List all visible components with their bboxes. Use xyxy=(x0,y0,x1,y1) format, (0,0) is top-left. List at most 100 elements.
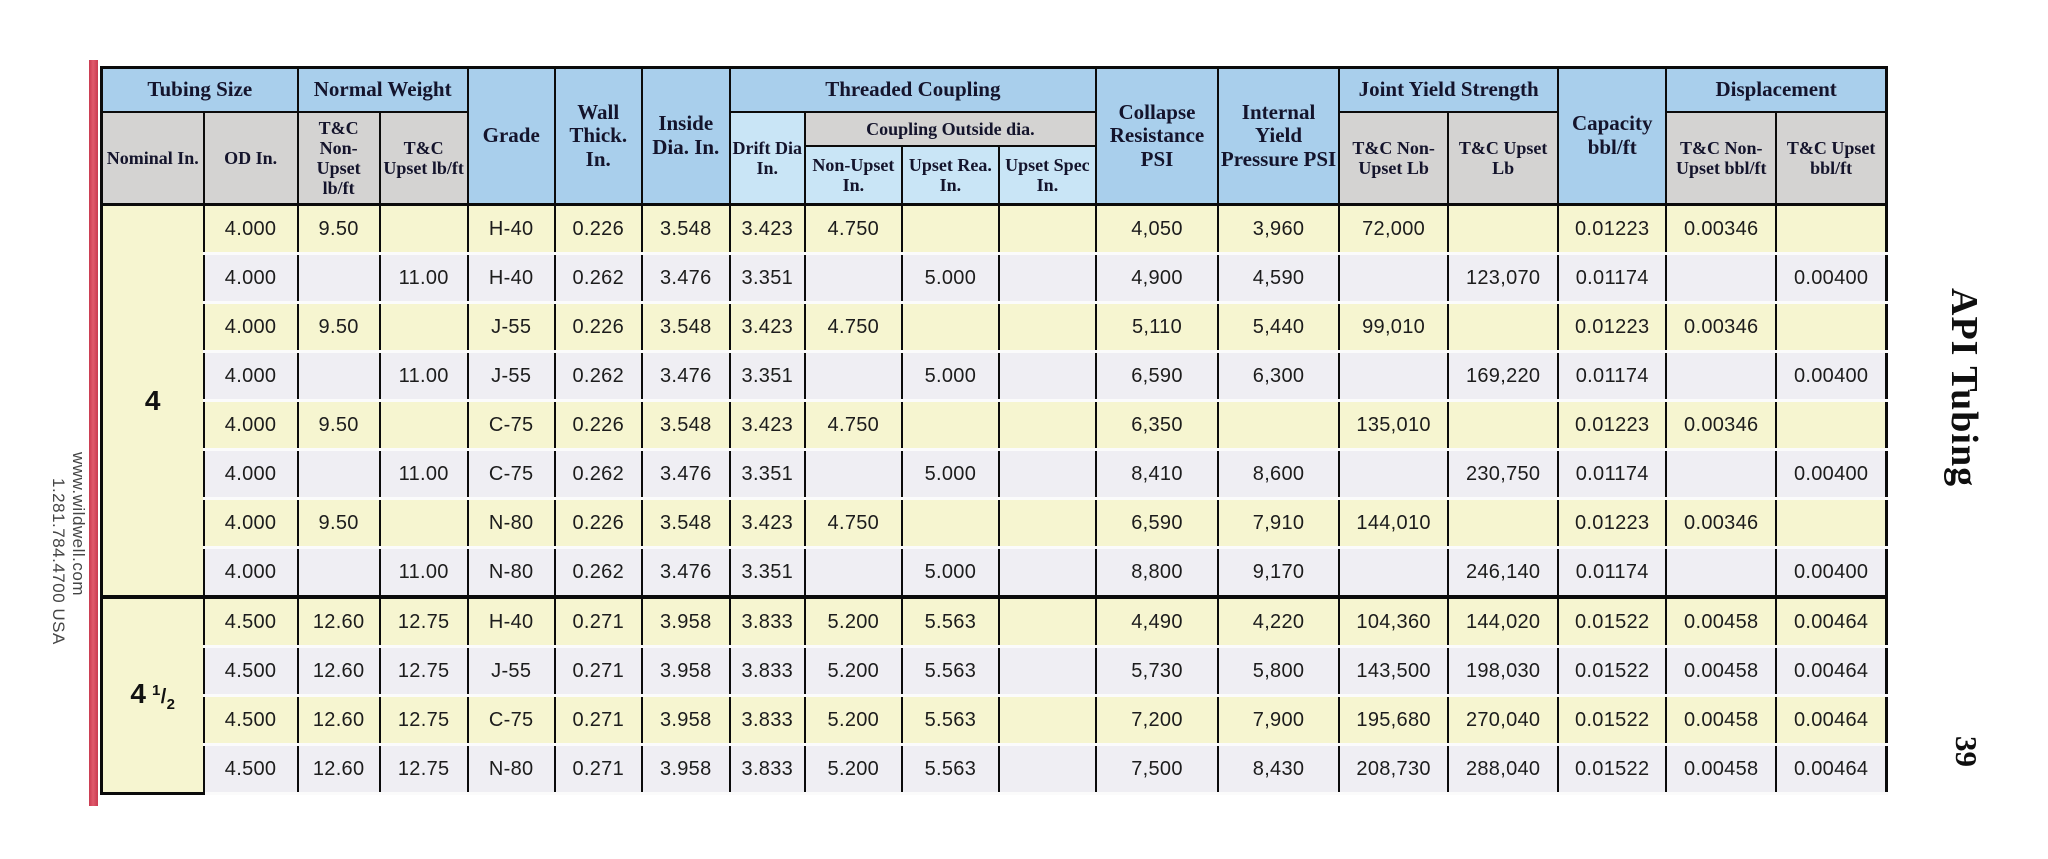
data-cell: 4.750 xyxy=(803,301,903,353)
header-disp-upset: T&C Upset bbl/ft xyxy=(1775,111,1888,206)
margin-contact-info: www.wildwell.com 1.281.784.4700 USA xyxy=(48,452,88,832)
data-cell: 6,590 xyxy=(1094,350,1220,402)
table-row: 4.500 12.60 12.75 N-80 0.271 3.958 3.833 5.200 5… xyxy=(102,743,1888,795)
data-cell xyxy=(1338,448,1450,500)
data-cell: 0.226 xyxy=(553,399,643,451)
data-cell: 12.60 xyxy=(296,595,381,648)
data-cell: 4.000 xyxy=(202,497,299,549)
data-cell: 11.00 xyxy=(378,546,469,599)
data-cell: 5.000 xyxy=(900,350,1000,402)
data-cell: 12.75 xyxy=(378,743,469,795)
table-row: 4.500 12.60 12.75 C-75 0.271 3.958 3.833 5.200 5… xyxy=(102,694,1888,746)
data-cell xyxy=(296,546,381,599)
data-cell: 9.50 xyxy=(296,497,381,549)
data-cell: 0.00400 xyxy=(1775,448,1888,500)
data-cell: 8,600 xyxy=(1217,448,1341,500)
data-cell: 12.75 xyxy=(378,645,469,697)
data-cell xyxy=(296,350,381,402)
data-cell: 0.226 xyxy=(553,301,643,353)
data-cell: 0.00458 xyxy=(1665,743,1778,795)
data-cell: 3.958 xyxy=(640,743,731,795)
data-cell: 0.01223 xyxy=(1557,301,1668,353)
data-cell: 4.000 xyxy=(202,252,299,304)
data-cell: 3.548 xyxy=(640,301,731,353)
data-cell: 4,900 xyxy=(1094,252,1220,304)
data-cell: 72,000 xyxy=(1338,203,1450,255)
data-cell: 8,410 xyxy=(1094,448,1220,500)
data-cell: 11.00 xyxy=(378,252,469,304)
data-cell: 9.50 xyxy=(296,399,381,451)
data-cell: 135,010 xyxy=(1338,399,1450,451)
data-cell xyxy=(1217,399,1341,451)
header-nominal: Nominal In. xyxy=(100,111,205,206)
data-cell xyxy=(1447,497,1560,549)
data-cell: 3.833 xyxy=(728,595,806,648)
data-cell: 9.50 xyxy=(296,301,381,353)
data-cell: 5.000 xyxy=(900,448,1000,500)
data-cell: 4.000 xyxy=(202,203,299,255)
data-cell: 3.476 xyxy=(640,546,731,599)
data-cell xyxy=(1338,546,1450,599)
header-wall-thick: Wall Thick. In. xyxy=(553,66,643,206)
data-cell: 288,040 xyxy=(1447,743,1560,795)
data-cell xyxy=(803,448,903,500)
table-row: 4.000 11.00 J-55 0.262 3.476 3.351 5.000 6,590 6… xyxy=(102,350,1888,402)
data-cell: 6,300 xyxy=(1217,350,1341,402)
data-cell: 11.00 xyxy=(378,448,469,500)
data-cell: 0.01223 xyxy=(1557,399,1668,451)
data-cell: 4.000 xyxy=(202,301,299,353)
header-disp-non-upset: T&C Non-Upset bbl/ft xyxy=(1665,111,1778,206)
header-normal-weight: Normal Weight xyxy=(296,66,469,113)
data-cell: 5.200 xyxy=(803,595,903,648)
data-cell: 4,220 xyxy=(1217,595,1341,648)
data-cell xyxy=(900,301,1000,353)
data-cell: 4.000 xyxy=(202,399,299,451)
data-cell xyxy=(997,203,1097,255)
data-cell: 0.00464 xyxy=(1775,645,1888,697)
data-cell xyxy=(378,203,469,255)
data-cell: 12.60 xyxy=(296,645,381,697)
data-cell: 4.000 xyxy=(202,350,299,402)
data-cell: 0.00346 xyxy=(1665,203,1778,255)
data-cell: 4.750 xyxy=(803,497,903,549)
data-cell: 143,500 xyxy=(1338,645,1450,697)
data-cell: 4.500 xyxy=(202,595,299,648)
data-cell: 0.00458 xyxy=(1665,595,1778,648)
table-row: 4.000 11.00 N-80 0.262 3.476 3.351 5.000 8,800 9… xyxy=(102,546,1888,599)
data-cell: 3.548 xyxy=(640,399,731,451)
data-cell: 0.01223 xyxy=(1557,497,1668,549)
data-cell xyxy=(1665,252,1778,304)
data-cell: 0.01174 xyxy=(1557,448,1668,500)
page-number: 39 xyxy=(1949,736,1984,767)
data-cell: 0.00464 xyxy=(1775,595,1888,648)
data-cell xyxy=(1775,497,1888,549)
data-cell: 5,110 xyxy=(1094,301,1220,353)
data-cell: 3.958 xyxy=(640,595,731,648)
data-cell xyxy=(803,546,903,599)
data-cell: 0.00400 xyxy=(1775,350,1888,402)
data-cell: 4.000 xyxy=(202,546,299,599)
data-cell: 246,140 xyxy=(1447,546,1560,599)
data-cell: 5.563 xyxy=(900,595,1000,648)
data-cell: 4.750 xyxy=(803,203,903,255)
data-cell: 3.548 xyxy=(640,203,731,255)
data-cell: N-80 xyxy=(466,497,556,549)
data-cell: 0.262 xyxy=(553,546,643,599)
data-cell xyxy=(997,645,1097,697)
data-cell: 4.000 xyxy=(202,448,299,500)
data-cell: 0.01174 xyxy=(1557,350,1668,402)
data-cell xyxy=(1338,350,1450,402)
data-cell: 169,220 xyxy=(1447,350,1560,402)
data-cell: 5,730 xyxy=(1094,645,1220,697)
data-cell: 0.01522 xyxy=(1557,743,1668,795)
data-cell: 198,030 xyxy=(1447,645,1560,697)
data-cell: 12.75 xyxy=(378,694,469,746)
data-cell: 0.00400 xyxy=(1775,546,1888,599)
data-cell: 0.00458 xyxy=(1665,645,1778,697)
data-cell: 0.00400 xyxy=(1775,252,1888,304)
data-cell: 195,680 xyxy=(1338,694,1450,746)
data-cell xyxy=(997,743,1097,795)
header-joint-yield-strength: Joint Yield Strength xyxy=(1338,66,1560,113)
data-cell: 270,040 xyxy=(1447,694,1560,746)
data-cell: 3.958 xyxy=(640,694,731,746)
